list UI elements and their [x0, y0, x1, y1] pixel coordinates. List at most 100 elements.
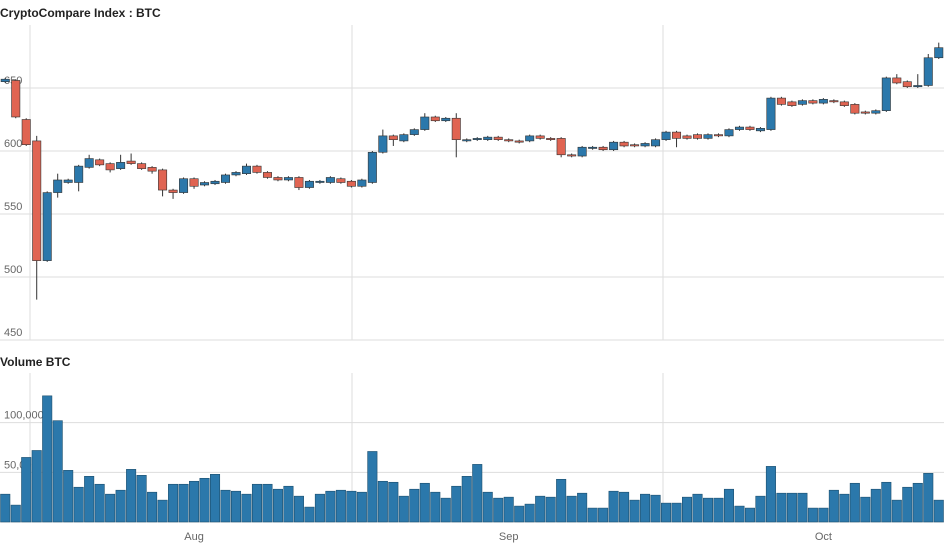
bar — [440, 497, 451, 523]
candle-body — [95, 159, 105, 166]
candle-body — [661, 131, 671, 140]
bar — [346, 490, 357, 523]
bar — [356, 491, 367, 523]
candle-body — [871, 110, 881, 114]
bar — [723, 488, 734, 523]
candle-body — [808, 100, 818, 104]
bar — [367, 451, 378, 523]
candle-body — [567, 154, 577, 157]
candle-body — [472, 138, 482, 140]
bar — [923, 473, 934, 523]
bar — [577, 492, 588, 523]
bar — [912, 482, 923, 523]
bar — [73, 486, 84, 523]
bar — [335, 489, 346, 523]
bar — [398, 495, 409, 523]
bar — [262, 483, 273, 523]
bar — [713, 497, 724, 523]
candle-body — [881, 77, 891, 111]
candle-body — [367, 151, 377, 183]
bar — [545, 496, 556, 523]
candle-body — [630, 144, 640, 147]
bar — [818, 507, 829, 523]
bar — [126, 469, 137, 523]
bar — [377, 480, 388, 523]
bar — [251, 483, 262, 523]
candle-body — [619, 141, 629, 147]
candle-body — [451, 117, 461, 140]
chart-title: CryptoCompare Index : BTC — [0, 6, 161, 20]
candle-body — [462, 139, 472, 142]
bar — [283, 485, 294, 523]
x-tick-label: Oct — [815, 531, 832, 543]
bar — [314, 493, 325, 523]
bar — [828, 489, 839, 523]
bar — [31, 450, 42, 523]
candle-body — [923, 57, 933, 86]
bar — [419, 482, 430, 523]
candle-body — [200, 182, 210, 186]
candle-body — [388, 135, 398, 140]
bar — [587, 507, 598, 523]
candle-body — [430, 116, 440, 122]
candle-body — [640, 143, 650, 147]
candle-body — [241, 165, 251, 174]
bar — [629, 499, 640, 523]
bar — [461, 476, 472, 523]
bar — [755, 495, 766, 523]
bar — [870, 488, 881, 523]
bar — [388, 481, 399, 523]
bar — [514, 505, 525, 523]
candle-body — [535, 135, 545, 139]
bar — [199, 477, 210, 523]
bar — [10, 504, 21, 523]
candle-body — [357, 179, 367, 187]
bar — [671, 502, 682, 523]
bar — [566, 495, 577, 523]
candle-body — [116, 162, 126, 169]
bar — [619, 491, 630, 523]
bar — [325, 490, 336, 523]
bar — [503, 496, 514, 523]
candle-body — [766, 97, 776, 130]
bar — [430, 491, 441, 523]
bar — [692, 493, 703, 523]
candle-body — [221, 174, 231, 183]
bar — [807, 507, 818, 523]
bar — [860, 496, 871, 523]
bar — [241, 493, 252, 523]
candle-body — [860, 111, 870, 114]
candle-body — [21, 119, 31, 146]
bar — [640, 493, 651, 523]
bar — [902, 486, 913, 523]
bar — [556, 478, 567, 523]
bar — [608, 490, 619, 523]
candle-body — [672, 131, 682, 139]
candle-body — [158, 169, 168, 191]
candle-body — [325, 177, 335, 183]
candle-body — [546, 138, 556, 140]
candle-body — [839, 101, 849, 106]
candle-body — [514, 140, 524, 143]
candle-body — [829, 100, 839, 103]
candle-body — [850, 104, 860, 114]
bar — [776, 492, 787, 523]
candle-body — [588, 146, 598, 149]
candle-body — [74, 165, 84, 183]
bar — [451, 485, 462, 523]
candle-body — [252, 165, 262, 173]
candle-body — [713, 134, 723, 137]
candle-body — [493, 136, 503, 140]
bar — [786, 492, 797, 523]
candle-body — [693, 134, 703, 139]
bar — [63, 470, 74, 523]
candle-body — [651, 139, 661, 147]
candle-body — [210, 180, 220, 185]
bar — [189, 480, 200, 523]
bar — [598, 507, 609, 523]
candle-body — [189, 178, 199, 187]
candle-body — [913, 85, 923, 88]
candle-body — [682, 135, 692, 139]
bar — [849, 482, 860, 523]
bar — [661, 502, 672, 523]
